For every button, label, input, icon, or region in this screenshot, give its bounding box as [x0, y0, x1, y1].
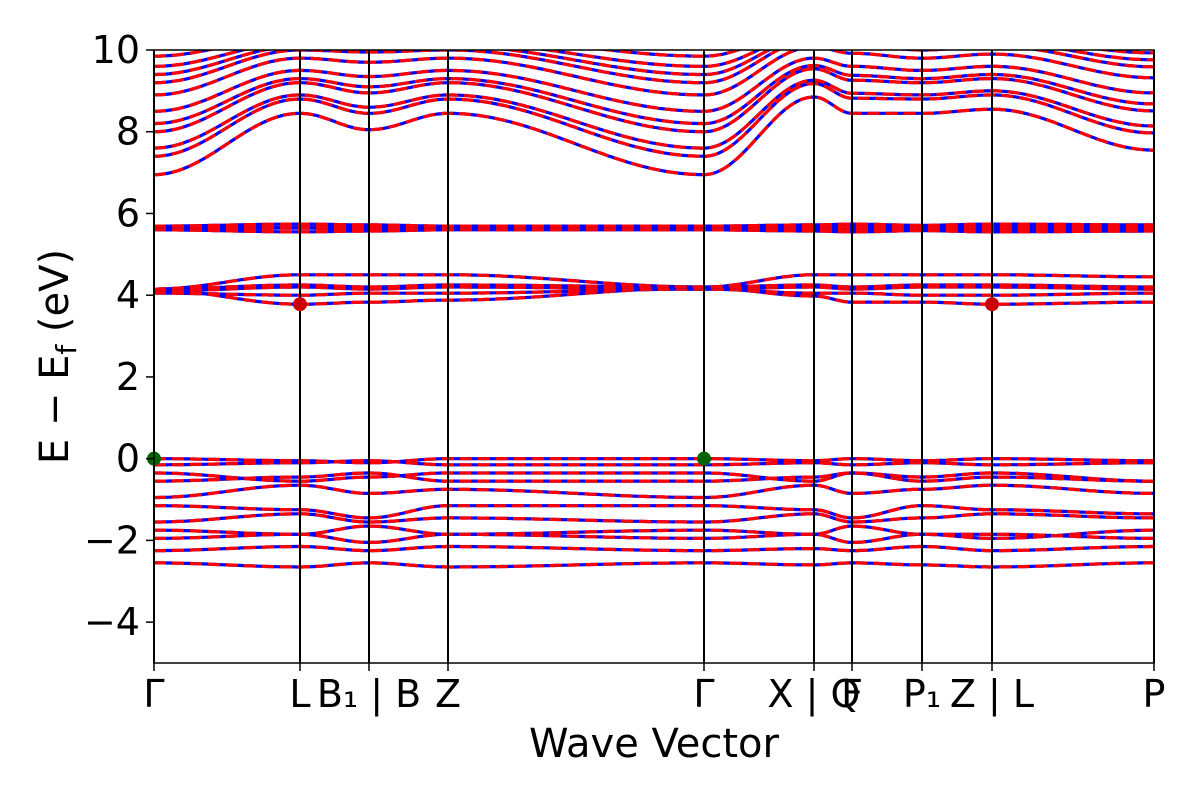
band-line-red — [154, 471, 1154, 483]
plot-frame — [153, 49, 1155, 664]
band-line-blue — [154, 56, 1154, 113]
extrema-markers — [147, 297, 999, 466]
y-tick-label: −2 — [84, 518, 140, 562]
x-tick-label: F — [841, 672, 863, 716]
bands-layer — [154, 50, 1154, 569]
band-line-red — [154, 285, 1154, 293]
x-tick-label: Γ — [693, 672, 714, 716]
x-tick-label: P — [1143, 672, 1166, 716]
x-tick-label: Γ — [143, 672, 164, 716]
band-line-red — [154, 50, 743, 58]
band-line-red — [154, 544, 1154, 553]
band-line-red — [154, 483, 1154, 500]
band-line-red — [154, 67, 1154, 134]
band-line-red — [154, 222, 1154, 228]
x-axis-label: Wave Vector — [529, 721, 780, 767]
x-tick-label: L — [289, 672, 310, 716]
y-axis-label-prefix: E − E — [32, 355, 78, 465]
y-tick-label: −4 — [84, 600, 140, 644]
y-tick-label: 2 — [116, 355, 140, 399]
band-line-blue — [154, 50, 743, 58]
band-line-red — [154, 50, 1154, 77]
y-axis-label-subscript: f — [50, 344, 83, 355]
y-tick-label: 4 — [116, 273, 140, 317]
x-tick-label: X | Q — [768, 672, 861, 717]
band-line-red — [154, 63, 1154, 126]
band-line-red — [154, 504, 1154, 520]
band-line-blue — [154, 483, 1154, 500]
band-line-red — [154, 50, 1154, 97]
x-tick-label: B₁ | B — [317, 672, 421, 717]
band-line-red — [154, 273, 1154, 291]
band-line-red — [154, 561, 1154, 569]
band-line-red — [154, 95, 1154, 177]
band-line-blue — [154, 78, 1154, 150]
y-axis-label-suffix: (eV) — [32, 249, 78, 345]
band-line-red — [154, 287, 1154, 297]
x-tick-label: P₁ — [903, 672, 941, 716]
y-axis-label: E − Ef (eV) — [32, 249, 83, 464]
band-line-red — [154, 459, 1154, 467]
y-tick-label: 10 — [92, 28, 140, 72]
y-tick-label: 6 — [116, 191, 140, 235]
extremum-marker — [293, 297, 307, 312]
band-line-red — [154, 471, 1154, 483]
x-tick-label: Z — [435, 672, 461, 716]
band-line-red — [154, 56, 1154, 113]
x-tick-label: Z | L — [950, 672, 1034, 717]
band-line-red — [154, 81, 1154, 158]
band-line-red — [154, 228, 1154, 234]
band-line-red — [154, 224, 1154, 229]
y-axis: −4 −2 0 2 4 6 8 10 — [84, 28, 154, 644]
band-line-red — [154, 512, 1154, 524]
band-line-red — [154, 524, 1154, 540]
band-line-red — [154, 532, 1154, 544]
x-axis: Γ L B₁ | B Z Γ X | QF P₁ Z | L P — [143, 663, 1165, 717]
y-tick-label: 0 — [116, 437, 140, 481]
band-line-blue — [154, 504, 1154, 520]
extremum-marker — [697, 451, 711, 466]
y-tick-label: 8 — [116, 110, 140, 154]
band-line-red — [154, 50, 1154, 68]
band-line-red — [154, 283, 1154, 291]
extremum-marker — [985, 297, 999, 312]
